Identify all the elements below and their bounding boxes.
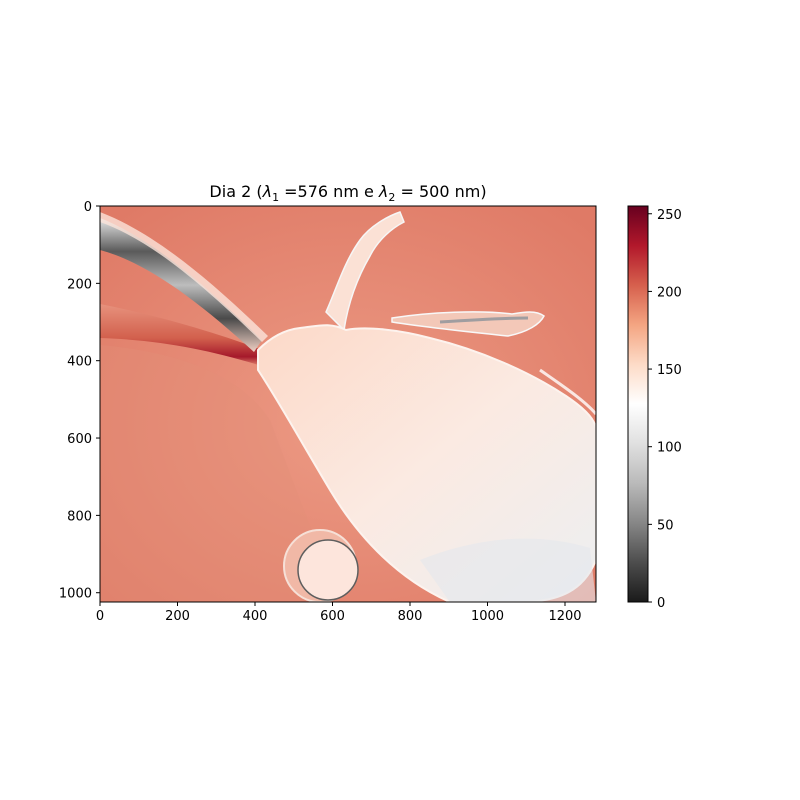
heatmap-organ-lower [420, 538, 596, 602]
heatmap-image [100, 206, 596, 602]
x-tick-label: 400 [243, 609, 268, 624]
x-tick-label: 600 [320, 609, 345, 624]
heatmap-left-field [100, 345, 340, 602]
x-tick-label: 800 [398, 609, 423, 624]
colorbar [628, 206, 648, 602]
colorbar-tick-label: 0 [657, 596, 665, 611]
heatmap-dark-band [100, 304, 262, 366]
x-tick-label: 1200 [548, 609, 581, 624]
y-tick-label: 200 [67, 277, 92, 292]
heatmap-tube-edge [100, 212, 268, 342]
colorbar-axis: 0 50 100 150 200 250 [648, 208, 682, 611]
colorbar-tick-label: 50 [657, 518, 674, 533]
colorbar-tick-label: 250 [657, 208, 682, 223]
y-tick-label: 0 [84, 200, 92, 215]
axes-frame [99, 205, 597, 603]
chart-title: Dia 2 (λ1 =576 nm e λ2 = 500 nm) [209, 182, 486, 204]
x-tick-label: 200 [165, 609, 190, 624]
colorbar-tick-label: 100 [657, 441, 682, 456]
colorbar-tick-label: 150 [657, 363, 682, 378]
y-tick-label: 1000 [59, 587, 92, 602]
y-tick-label: 400 [67, 355, 92, 370]
heatmap-tube [100, 218, 262, 352]
y-axis: 0 200 400 600 800 1000 [59, 200, 100, 602]
x-axis: 0 200 400 600 800 1000 1200 [96, 602, 582, 624]
x-tick-label: 1000 [471, 609, 504, 624]
colorbar-tick-label: 200 [657, 285, 682, 300]
y-tick-label: 600 [67, 432, 92, 447]
y-tick-label: 800 [67, 509, 92, 524]
heatmap-vein-up [325, 211, 405, 332]
heatmap-organ [257, 324, 596, 602]
x-tick-label: 0 [96, 609, 104, 624]
colorbar-frame [627, 205, 649, 603]
heatmap-coin [297, 539, 359, 601]
